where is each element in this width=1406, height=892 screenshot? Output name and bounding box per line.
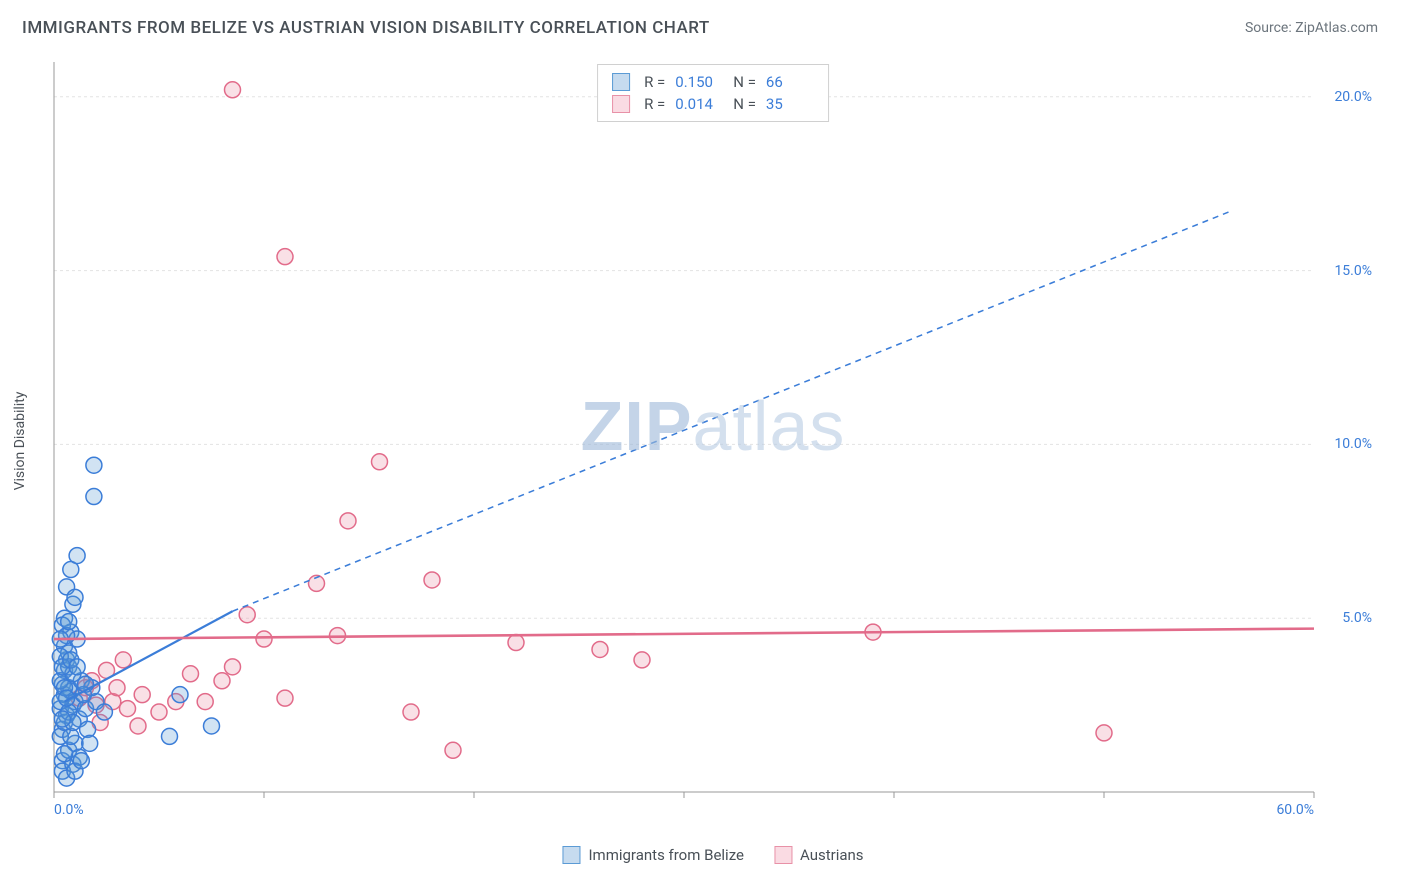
legend-swatch xyxy=(562,846,580,864)
y-axis-label: Vision Disability xyxy=(12,392,28,491)
chart-title: IMMIGRANTS FROM BELIZE VS AUSTRIAN VISIO… xyxy=(22,18,710,38)
legend-top-row: R = 0.014 N = 35 xyxy=(612,93,814,115)
chart-area: Vision Disability ZIPatlas R =0.150N =66… xyxy=(48,56,1378,826)
legend-n-label: N = xyxy=(733,73,756,91)
legend-top-row: R = 0.150 N = 66 xyxy=(612,71,814,93)
legend-r-label: R = xyxy=(644,73,665,91)
scatter-plot xyxy=(48,56,1378,826)
legend-r-value: 0.014 xyxy=(675,95,723,113)
legend-n-value: 66 xyxy=(766,73,814,91)
legend-bottom-item: Austrians xyxy=(774,846,864,864)
legend-series-label: Immigrants from Belize xyxy=(588,846,744,864)
y-tick-label: 5.0% xyxy=(1342,610,1372,626)
y-tick-label: 20.0% xyxy=(1334,89,1372,105)
legend-swatch xyxy=(612,95,630,113)
legend-n-label: N = xyxy=(733,95,756,113)
x-tick-label: 0.0% xyxy=(54,802,84,818)
source-label: Source: xyxy=(1245,20,1292,36)
y-tick-label: 15.0% xyxy=(1334,263,1372,279)
header: IMMIGRANTS FROM BELIZE VS AUSTRIAN VISIO… xyxy=(0,0,1406,46)
legend-top: R = 0.150 N = 66 R = 0.014 N = 35 xyxy=(597,64,829,122)
source-name: ZipAtlas.com xyxy=(1295,20,1378,36)
legend-bottom: Immigrants from Belize Austrians xyxy=(562,846,863,864)
legend-r-label: R = xyxy=(644,95,665,113)
legend-bottom-item: Immigrants from Belize xyxy=(562,846,744,864)
legend-r-value: 0.150 xyxy=(675,73,723,91)
legend-swatch xyxy=(612,73,630,91)
source-attribution: Source: ZipAtlas.com xyxy=(1245,20,1378,36)
legend-n-value: 35 xyxy=(766,95,814,113)
legend-series-label: Austrians xyxy=(800,846,864,864)
x-tick-label: 60.0% xyxy=(1276,802,1314,818)
legend-swatch xyxy=(774,846,792,864)
y-tick-label: 10.0% xyxy=(1334,436,1372,452)
